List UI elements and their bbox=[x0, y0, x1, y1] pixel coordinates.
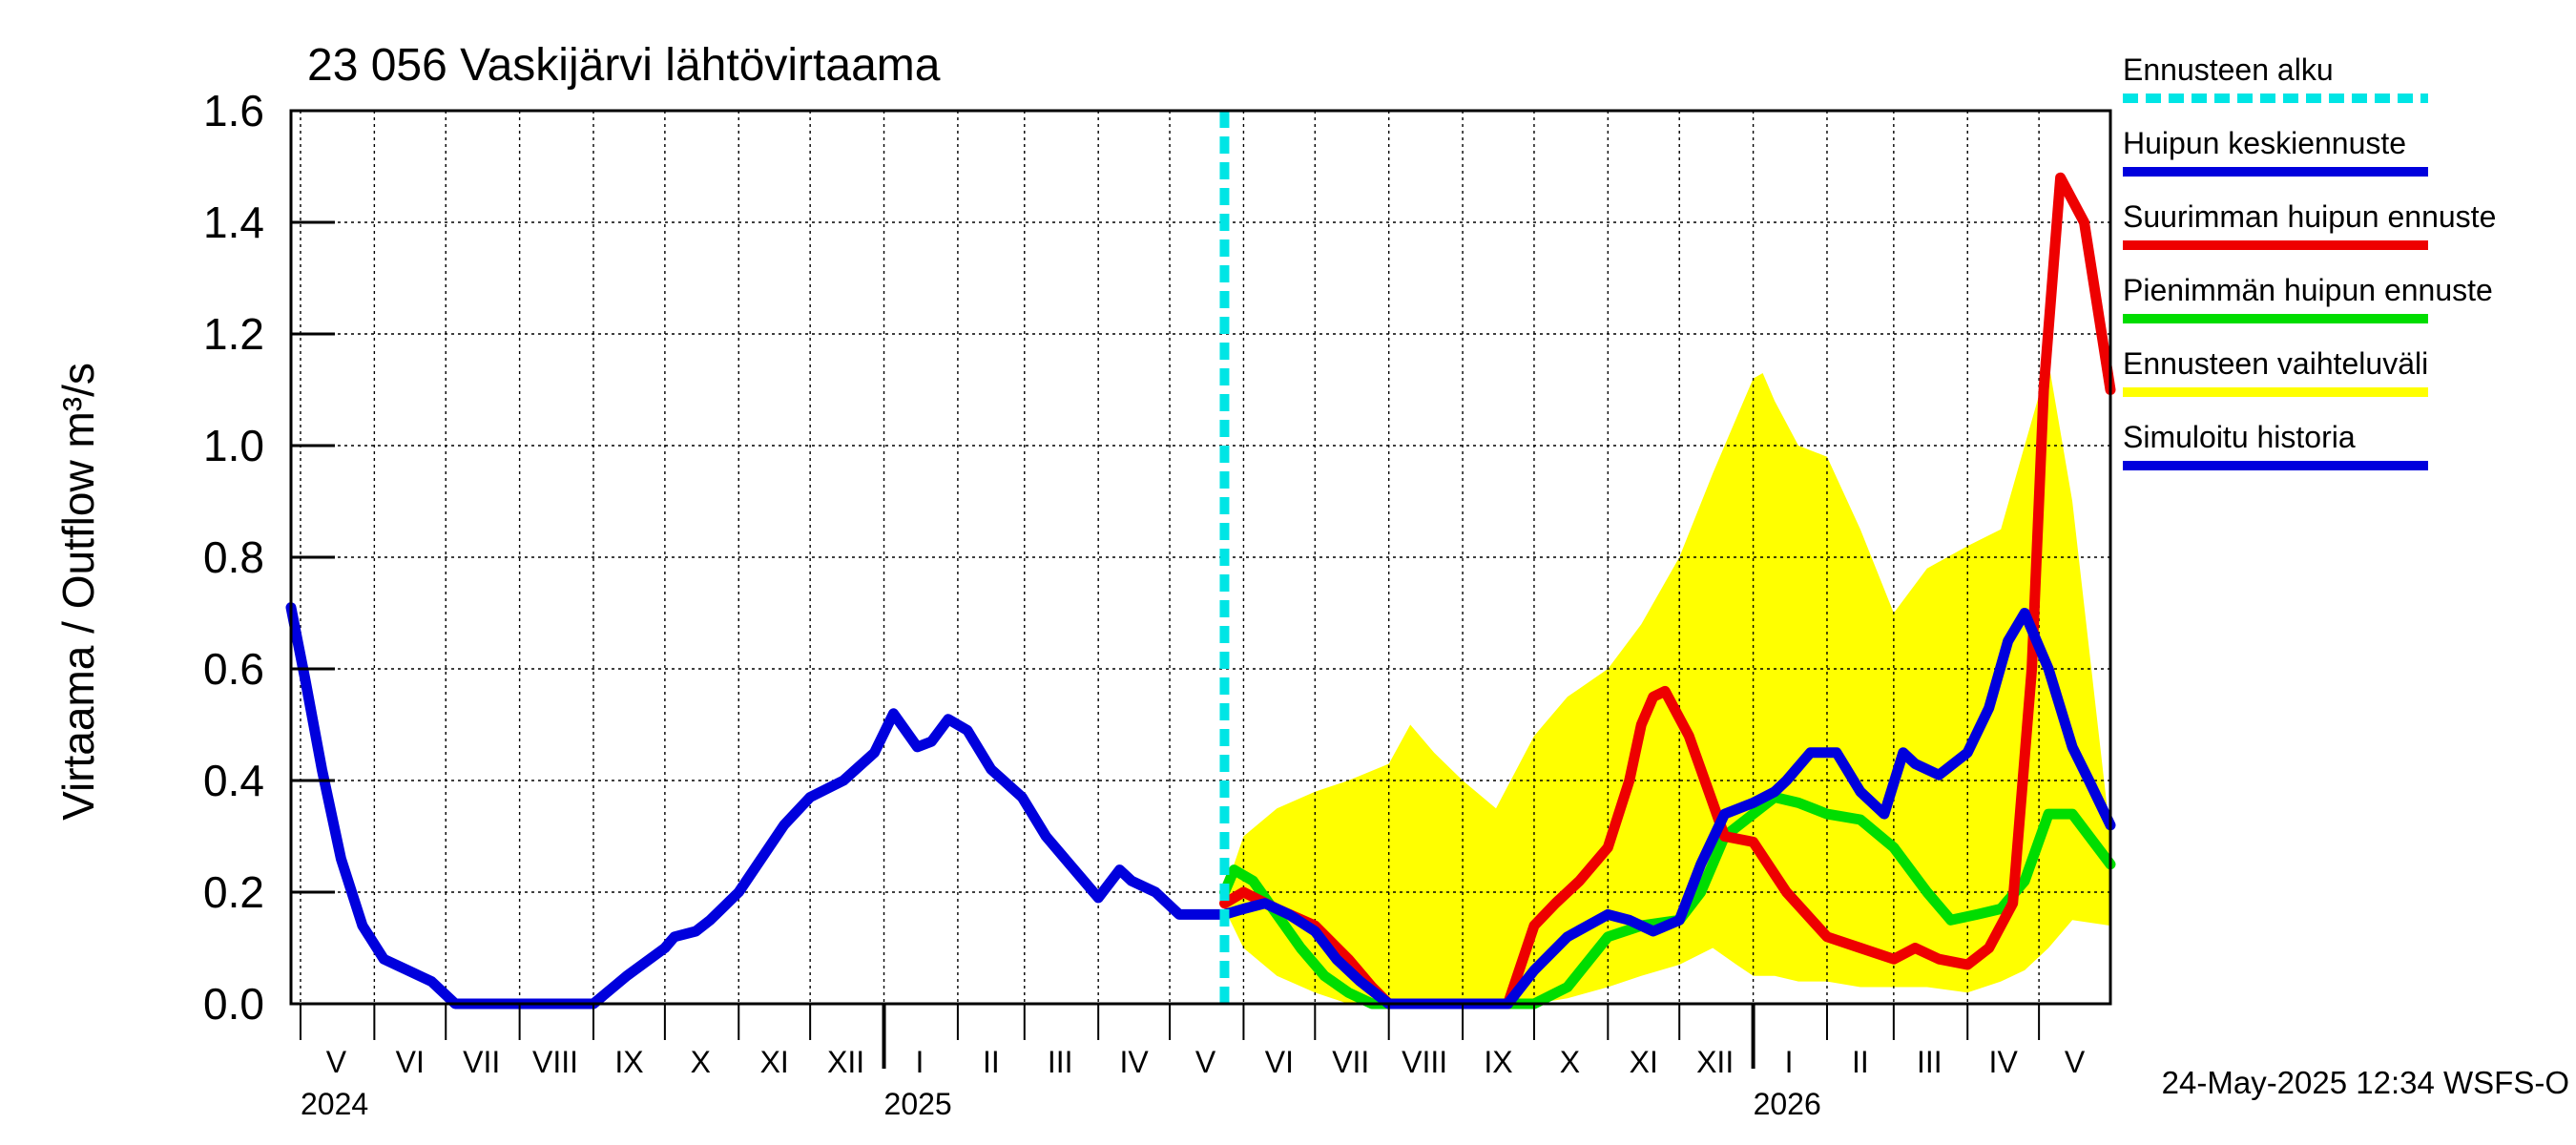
legend-label: Ennusteen alku bbox=[2123, 52, 2334, 87]
y-tick-label: 0.2 bbox=[203, 867, 264, 917]
x-month-label: V bbox=[1195, 1045, 1216, 1079]
x-month-label: IV bbox=[1989, 1045, 2019, 1079]
x-month-label: V bbox=[2065, 1045, 2086, 1079]
x-month-label: IX bbox=[614, 1045, 643, 1079]
legend-label: Ennusteen vaihteluväli bbox=[2123, 346, 2428, 381]
x-month-label: VII bbox=[463, 1045, 500, 1079]
legend-label: Pienimmän huipun ennuste bbox=[2123, 273, 2493, 307]
x-month-label: III bbox=[1048, 1045, 1073, 1079]
legend-label: Suurimman huipun ennuste bbox=[2123, 199, 2496, 234]
x-month-label: VI bbox=[1265, 1045, 1294, 1079]
y-tick-label: 1.4 bbox=[203, 198, 264, 247]
legend-label: Simuloitu historia bbox=[2123, 420, 2356, 454]
y-tick-label: 0.4 bbox=[203, 756, 264, 805]
x-year-label: 2024 bbox=[301, 1087, 368, 1121]
axis-labels: 0.00.20.40.60.81.01.21.41.6V VI VII VIII IX X… bbox=[203, 86, 2086, 1121]
x-month-label: XI bbox=[1630, 1045, 1658, 1079]
x-month-label: X bbox=[1560, 1045, 1580, 1079]
forecast-band-area bbox=[1224, 362, 2110, 1004]
y-tick-label: 0.6 bbox=[203, 644, 264, 694]
x-month-label: IX bbox=[1484, 1045, 1512, 1079]
x-month-label: XII bbox=[827, 1045, 864, 1079]
axes bbox=[289, 109, 2112, 1069]
x-month-label: II bbox=[1852, 1045, 1869, 1079]
x-month-label: IV bbox=[1119, 1045, 1149, 1079]
series-lines bbox=[285, 111, 2116, 1010]
x-month-label: I bbox=[916, 1045, 924, 1079]
plot-frame bbox=[289, 109, 2112, 1006]
series-line-huipun-keskiennuste bbox=[1219, 608, 2116, 1010]
x-month-label: V bbox=[326, 1045, 347, 1079]
y-tick-label: 1.2 bbox=[203, 309, 264, 359]
y-axis-label: Virtaama / Outflow m³/s bbox=[53, 363, 103, 821]
x-month-label: III bbox=[1917, 1045, 1942, 1079]
x-year-label: 2025 bbox=[884, 1087, 952, 1121]
x-year-label: 2026 bbox=[1754, 1087, 1821, 1121]
y-tick-label: 1.0 bbox=[203, 421, 264, 470]
x-month-label: VIII bbox=[1402, 1045, 1447, 1079]
legend: Ennusteen alku Huipun keskiennuste Suurimm… bbox=[2123, 52, 2496, 470]
series-line-simuloitu-historia bbox=[285, 602, 1230, 1010]
y-tick-label: 0.8 bbox=[203, 532, 264, 582]
x-month-label: I bbox=[1785, 1045, 1794, 1079]
x-month-label: XI bbox=[760, 1045, 789, 1079]
footer-timestamp: 24-May-2025 12:34 WSFS-O bbox=[2162, 1065, 2569, 1100]
legend-label: Huipun keskiennuste bbox=[2123, 126, 2406, 160]
x-month-label: VI bbox=[396, 1045, 425, 1079]
chart-title: 23 056 Vaskijärvi lähtövirtaama bbox=[307, 40, 941, 91]
x-month-label: VIII bbox=[532, 1045, 578, 1079]
x-month-label: VII bbox=[1332, 1045, 1369, 1079]
y-tick-label: 1.6 bbox=[203, 86, 264, 135]
forecast-band bbox=[1224, 362, 2110, 1004]
x-month-label: II bbox=[983, 1045, 1000, 1079]
y-tick-label: 0.0 bbox=[203, 979, 264, 1029]
x-month-label: X bbox=[691, 1045, 711, 1079]
grid bbox=[291, 110, 2110, 1005]
x-month-label: XII bbox=[1696, 1045, 1734, 1079]
